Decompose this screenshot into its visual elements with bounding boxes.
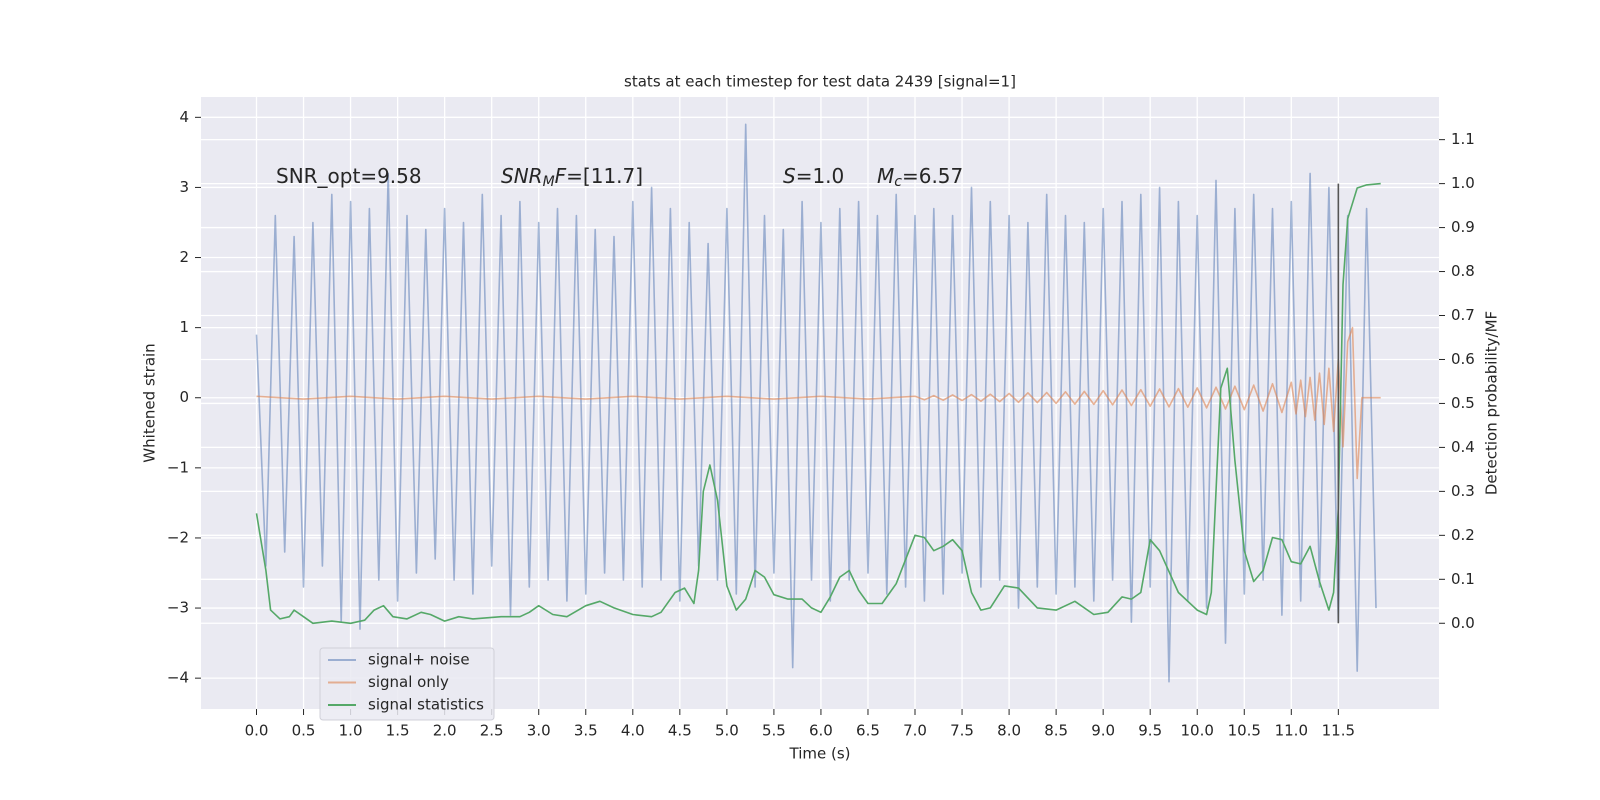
y-axis-label: Whitened strain — [141, 343, 159, 462]
x-tick-label: 6.5 — [856, 722, 880, 740]
x-tick-label: 3.5 — [574, 722, 598, 740]
y-tick-label: 2 — [179, 248, 189, 266]
x-tick-label: 2.5 — [480, 722, 504, 740]
y-tick-label: 3 — [179, 178, 189, 196]
y-tick-label: −3 — [167, 599, 189, 617]
x-tick-label: 7.0 — [903, 722, 927, 740]
legend-box — [319, 647, 495, 721]
y-tick-label: −1 — [167, 458, 189, 476]
x-tick-label: 11.0 — [1275, 722, 1308, 740]
x-tick-label: 10.5 — [1228, 722, 1261, 740]
annotation: SNRMF=[11.7] — [501, 164, 643, 191]
annotations: SNR_opt=9.58 SNRMF=[11.7] S=1.0 Mc=6.57 — [276, 164, 963, 191]
chart-title: stats at each timestep for test data 243… — [624, 73, 1016, 91]
legend-label: signal+ noise — [368, 651, 470, 669]
y2-tick-label: 0.9 — [1451, 218, 1475, 236]
x-tick-label: 1.5 — [386, 722, 410, 740]
y-tick-label: 0 — [179, 388, 189, 406]
annotation-part: =1.0 — [796, 164, 845, 188]
series-line — [255, 182, 1381, 625]
x-tick-label: 9.0 — [1091, 722, 1115, 740]
x-tick-label: 5.5 — [762, 722, 786, 740]
annotation-part: M — [543, 174, 555, 190]
series-line — [256, 326, 1381, 480]
y2-tick-label: 0.8 — [1451, 262, 1475, 280]
annotation-part: =[11.7] — [566, 164, 643, 188]
x-tick-label: 8.0 — [997, 722, 1021, 740]
annotation-part: F — [555, 164, 567, 188]
x-axis-label: Time (s) — [789, 745, 851, 763]
x-tick-label: 0.5 — [292, 722, 316, 740]
annotation-part: M — [877, 164, 894, 188]
y2-tick-label: 1.0 — [1451, 174, 1475, 192]
x-tick-label: 9.5 — [1138, 722, 1162, 740]
y2-axis-label: Detection probability/MF — [1483, 311, 1501, 495]
x-tick-label: 3.0 — [527, 722, 551, 740]
y-tick-label: −4 — [167, 669, 189, 687]
x-tick-label: 4.0 — [621, 722, 645, 740]
annotation: Mc=6.57 — [877, 164, 963, 191]
annotation-part: =6.57 — [902, 164, 963, 188]
x-tick-label: 6.0 — [809, 722, 833, 740]
y2-tick-label: 0.6 — [1451, 350, 1475, 368]
y-tick-label: −2 — [167, 528, 189, 546]
y-tick-label: 1 — [179, 318, 189, 336]
y2-tick-label: 0.0 — [1451, 614, 1475, 632]
legend: signal+ noise signal only signal statistic… — [319, 647, 495, 721]
x-tick-label: 4.5 — [668, 722, 692, 740]
y2-tick-label: 0.2 — [1451, 526, 1475, 544]
x-tick-label: 0.0 — [245, 722, 269, 740]
x-tick-label: 2.0 — [433, 722, 457, 740]
y2-tick-label: 1.1 — [1451, 130, 1475, 148]
legend-label: signal statistics — [368, 696, 484, 714]
y2-tick-label: 0.5 — [1451, 394, 1475, 412]
marks — [255, 123, 1381, 683]
x-tick-label: 5.0 — [715, 722, 739, 740]
y2-tick-label: 0.1 — [1451, 570, 1475, 588]
y2-tick-label: 0.4 — [1451, 438, 1475, 456]
legend-label: signal only — [368, 673, 449, 691]
y2-tick-label: 0.7 — [1451, 306, 1475, 324]
annotation-part: SNR — [501, 164, 543, 188]
x-tick-label: 11.5 — [1322, 722, 1355, 740]
series-line — [255, 123, 1377, 683]
annotation: SNR_opt=9.58 — [276, 164, 422, 188]
annotation-part: SNR_opt=9.58 — [276, 164, 422, 188]
x-tick-label: 1.0 — [339, 722, 363, 740]
annotation-part: S — [783, 164, 796, 188]
y-tick-label: 4 — [179, 108, 189, 126]
grid — [201, 97, 1439, 709]
annotation: S=1.0 — [783, 164, 844, 188]
x-tick-label: 7.5 — [950, 722, 974, 740]
ticks: 0.0 0.5 1.0 1.5 2.0 2.5 3.0 3.5 4.0 4.5 5.0 5.5 6.0 6… — [167, 108, 1475, 740]
annotation-part: c — [894, 174, 902, 190]
y2-tick-label: 0.3 — [1451, 482, 1475, 500]
x-tick-label: 8.5 — [1044, 722, 1068, 740]
x-tick-label: 10.0 — [1181, 722, 1214, 740]
